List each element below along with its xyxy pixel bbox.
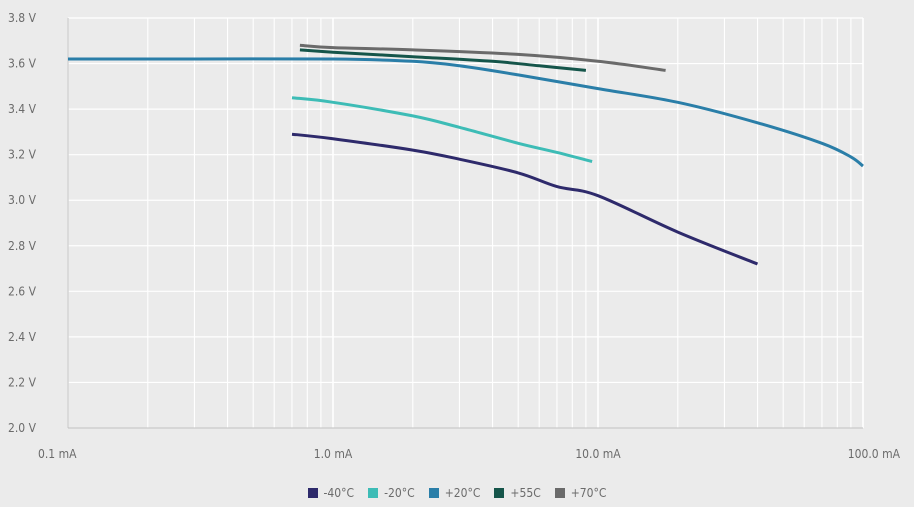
legend-swatch <box>554 488 565 498</box>
legend-label: +20°C <box>444 486 481 500</box>
legend-label: +70°C <box>570 486 607 500</box>
series-lines <box>68 43 864 266</box>
legend-item: -20°C <box>368 486 415 500</box>
y-tick-label: 2.6 V <box>8 284 37 298</box>
y-tick-label: 3.8 V <box>8 11 37 25</box>
legend-swatch <box>428 488 439 498</box>
legend-swatch <box>368 488 379 498</box>
tick-labels: 2.0 V 2.2 V 2.4 V 2.6 V 2.8 V 3.0 V 3.2 V 3.4 V… <box>8 11 901 461</box>
y-tick-label: 2.0 V <box>8 421 37 435</box>
y-tick-label: 2.2 V <box>8 375 37 389</box>
axes <box>67 18 863 429</box>
legend-swatch <box>494 488 505 498</box>
x-tick-label: 10.0 mA <box>575 447 621 461</box>
series-line <box>291 132 759 266</box>
legend-swatch <box>307 488 318 498</box>
legend-item: -40°C <box>307 486 355 500</box>
x-tick-label: 100.0 mA <box>848 447 901 461</box>
legend-label: +55C <box>510 486 541 500</box>
legend-item: +20°C <box>428 486 481 500</box>
y-tick-label: 3.4 V <box>8 102 37 116</box>
series-line <box>299 43 666 72</box>
x-tick-label: 0.1 mA <box>38 447 77 461</box>
legend-label: -40°C <box>323 486 355 500</box>
series-line <box>68 57 864 168</box>
y-tick-label: 3.6 V <box>8 57 37 71</box>
y-tick-label: 2.8 V <box>8 239 37 253</box>
x-tick-label: 1.0 mA <box>314 447 353 461</box>
y-tick-label: 3.0 V <box>8 193 37 207</box>
y-tick-label: 3.2 V <box>8 148 37 162</box>
series-line <box>299 48 587 72</box>
y-tick-label: 2.4 V <box>8 330 37 344</box>
legend: -40°C -20°C +20°C +55C +70°C <box>0 484 914 502</box>
legend-label: -20°C <box>384 486 415 500</box>
legend-item: +55C <box>494 486 541 500</box>
legend-item: +70°C <box>554 486 607 500</box>
series-line <box>291 96 593 163</box>
plot-background <box>68 18 863 428</box>
chart-svg: 2.0 V 2.2 V 2.4 V 2.6 V 2.8 V 3.0 V 3.2 V 3.4 V… <box>8 11 901 461</box>
